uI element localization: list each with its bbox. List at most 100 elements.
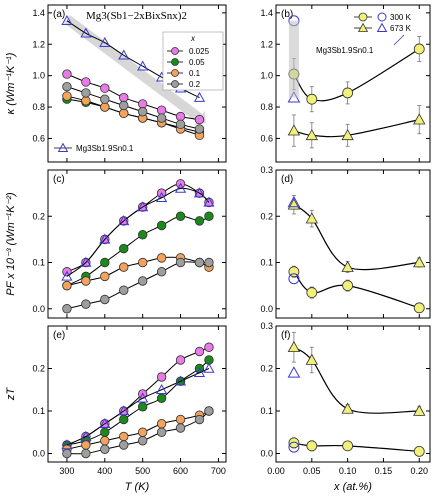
data-point bbox=[175, 414, 186, 425]
data-point bbox=[81, 77, 91, 87]
panel-e: 0.0 0.1 0.2 300 400 500 600 700 (e) zT T (K) bbox=[5, 325, 227, 493]
y-tick-label: 0.1 bbox=[32, 258, 45, 268]
data-point bbox=[137, 60, 149, 71]
data-point bbox=[100, 271, 110, 282]
data-point bbox=[156, 419, 167, 429]
data-point bbox=[175, 423, 186, 433]
data-point bbox=[413, 256, 426, 268]
data-point bbox=[287, 124, 301, 136]
annotation-pointer bbox=[393, 34, 405, 46]
data-point bbox=[100, 436, 110, 446]
data-point bbox=[175, 211, 186, 221]
y-tick-label: 1.4 bbox=[260, 8, 273, 18]
data-point bbox=[204, 406, 214, 416]
y-tick-label: 1.0 bbox=[32, 71, 45, 81]
data-point bbox=[100, 102, 110, 112]
legend-marker bbox=[171, 69, 179, 77]
data-point bbox=[194, 216, 205, 226]
data-point bbox=[99, 233, 111, 244]
x-tick-label: 700 bbox=[211, 466, 226, 476]
data-point bbox=[118, 215, 130, 226]
x-tick-label: 0.10 bbox=[339, 466, 357, 476]
data-point bbox=[203, 196, 215, 207]
data-point bbox=[81, 276, 91, 286]
data-point bbox=[118, 49, 130, 60]
range-band bbox=[288, 20, 299, 98]
y-tick-label: 0.2 bbox=[260, 364, 273, 374]
data-point bbox=[413, 113, 426, 125]
data-point bbox=[137, 392, 149, 403]
legend-a: x 0.025 0.05 0.1 0.2 Mg3Sb1.9Sn0.1 bbox=[54, 31, 224, 153]
data-point bbox=[156, 253, 167, 263]
legend-marker bbox=[357, 22, 369, 32]
data-point bbox=[62, 304, 72, 314]
data-point bbox=[62, 280, 72, 291]
data-point bbox=[119, 108, 129, 119]
data-point bbox=[137, 402, 148, 412]
x-tick-label: 300 bbox=[59, 466, 74, 476]
series-line bbox=[66, 346, 210, 446]
data-point bbox=[119, 100, 129, 111]
data-point bbox=[288, 437, 300, 449]
data-point bbox=[61, 14, 73, 25]
panel-label: (d) bbox=[281, 174, 293, 185]
legend-label: 300 K bbox=[390, 13, 412, 22]
fit-line bbox=[293, 271, 420, 309]
data-point bbox=[413, 43, 425, 55]
y-tick-label: 0.2 bbox=[260, 211, 273, 221]
data-point bbox=[413, 302, 425, 314]
data-point bbox=[156, 427, 167, 437]
data-point bbox=[204, 342, 214, 352]
data-point bbox=[194, 114, 205, 125]
y-tick-label: 0.8 bbox=[32, 102, 45, 112]
data-point bbox=[342, 87, 354, 99]
data-point bbox=[175, 119, 186, 130]
data-point bbox=[287, 340, 301, 353]
panel-a: 0.6 0.8 1.0 1.2 1.4 (a) κ (Wm⁻¹K⁻¹) bbox=[5, 4, 227, 163]
data-point bbox=[341, 402, 354, 414]
y-tick-label: 1.0 bbox=[260, 71, 273, 81]
panel-f: 0.0 0.1 0.2 0.3 0.00 0.05 0.10 0.15 0.20 (f) x (at… bbox=[260, 321, 431, 493]
data-point bbox=[174, 182, 187, 193]
data-point bbox=[137, 427, 148, 437]
data-point bbox=[100, 294, 110, 305]
data-point bbox=[287, 366, 301, 378]
formula-text: Mg3(Sb1−2xBixSnx)2 bbox=[86, 10, 187, 22]
y-tick-label: 0.2 bbox=[32, 211, 45, 221]
data-point bbox=[342, 280, 354, 292]
y-tick-label: 0.6 bbox=[260, 133, 273, 143]
y-axis-label: κ (Wm⁻¹K⁻¹) bbox=[5, 52, 17, 114]
y-tick-label: 0.8 bbox=[260, 102, 273, 112]
panel-d: 0.0 0.1 0.2 0.3 (d) bbox=[260, 165, 431, 319]
y-tick-label: 0.3 bbox=[260, 321, 273, 331]
legend-label: 0.025 bbox=[189, 47, 210, 56]
data-point bbox=[305, 212, 318, 224]
data-point bbox=[100, 83, 110, 93]
data-point bbox=[204, 211, 214, 221]
data-point bbox=[194, 124, 205, 134]
data-point bbox=[156, 113, 167, 123]
data-point bbox=[174, 375, 187, 386]
data-point bbox=[137, 99, 148, 109]
data-point bbox=[118, 405, 130, 416]
panel-b: 0.6 0.8 1.0 1.2 1.4 (b) bbox=[260, 4, 431, 163]
fit-line bbox=[293, 119, 420, 138]
x-tick-label: 0.20 bbox=[410, 466, 428, 476]
data-point bbox=[99, 36, 111, 47]
y-tick-label: 0.0 bbox=[32, 304, 45, 314]
data-point bbox=[137, 436, 148, 446]
series-line bbox=[66, 187, 210, 277]
data-point bbox=[342, 440, 354, 452]
legend-marker bbox=[376, 22, 388, 33]
data-point bbox=[193, 187, 206, 198]
data-point bbox=[100, 94, 110, 104]
x-tick-label: 0.05 bbox=[303, 466, 321, 476]
data-point bbox=[341, 128, 354, 141]
data-point bbox=[288, 441, 300, 453]
data-point bbox=[156, 383, 168, 395]
legend-marker bbox=[57, 142, 69, 153]
data-point bbox=[306, 287, 318, 298]
data-point bbox=[175, 355, 186, 365]
fit-line bbox=[293, 442, 420, 452]
panel-c: 0.0 0.1 0.2 (c) PF x 10⁻³ (Wm⁻¹K⁻²) bbox=[5, 169, 227, 319]
